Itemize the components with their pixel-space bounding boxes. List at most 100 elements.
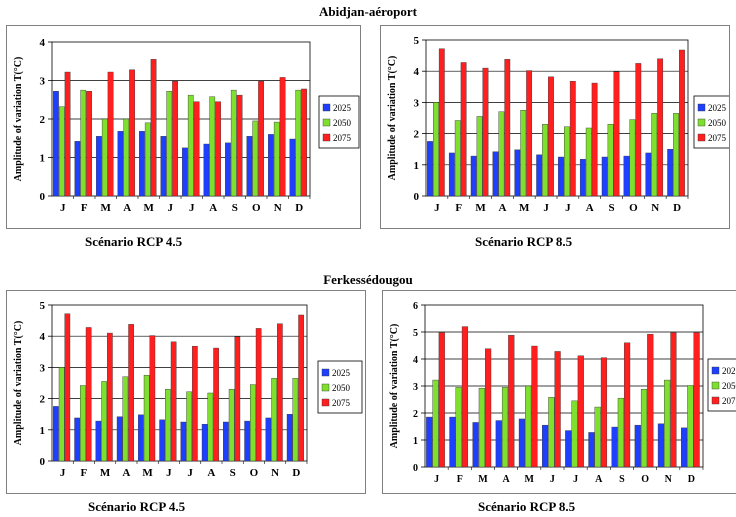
- y-tick-label: 1: [413, 436, 418, 447]
- station-title-ferkessedougou: Ferkessédougou: [323, 272, 413, 287]
- bar-2050: [123, 118, 130, 197]
- bar-2075: [693, 332, 700, 468]
- y-axis-label: Amplitude of variation T(°C): [13, 321, 24, 446]
- bar-2075: [215, 101, 221, 197]
- legend-label-2050: 2050: [333, 118, 352, 128]
- x-tick-label: O: [250, 467, 259, 479]
- legend-label-2075: 2075: [722, 396, 736, 406]
- bar-2025: [472, 422, 479, 468]
- y-tick-label: 4: [414, 66, 420, 78]
- x-tick-label: N: [271, 467, 279, 479]
- bar-2075: [635, 63, 642, 197]
- bar-2075: [438, 332, 445, 468]
- bar-2050: [501, 387, 509, 468]
- bar-2025: [286, 413, 293, 462]
- bar-2025: [160, 136, 167, 197]
- bar-2050: [250, 384, 256, 462]
- x-tick-label: J: [60, 467, 66, 479]
- bar-2025: [611, 426, 618, 468]
- bar-2050: [80, 385, 86, 462]
- bar-2075: [234, 336, 241, 462]
- x-tick-label: M: [144, 202, 155, 214]
- x-tick-label: D: [295, 202, 303, 214]
- bar-2050: [58, 106, 65, 197]
- bar-2025: [96, 136, 102, 197]
- x-tick-label: M: [525, 474, 535, 485]
- x-tick-label: S: [230, 467, 236, 479]
- bar-2050: [433, 102, 439, 197]
- legend-label-2050: 2050: [708, 118, 727, 128]
- bar-2075: [482, 67, 489, 197]
- bar-2025: [558, 156, 564, 197]
- x-tick-label: N: [651, 202, 659, 214]
- bar-2025: [623, 155, 630, 197]
- bar-2025: [139, 131, 145, 197]
- plot-area: [425, 39, 689, 197]
- bar-2025: [225, 142, 231, 197]
- x-tick-label: N: [274, 202, 282, 214]
- bar-2075: [64, 313, 71, 462]
- x-tick-label: O: [641, 474, 649, 485]
- bar-2075: [508, 335, 515, 468]
- bar-2075: [657, 58, 664, 197]
- x-tick-label: A: [498, 202, 506, 214]
- bar-2050: [292, 378, 299, 462]
- y-tick-label: 2: [40, 114, 46, 126]
- bar-2050: [58, 367, 65, 462]
- bar-2025: [667, 148, 674, 197]
- bar-2075: [150, 59, 157, 197]
- legend-swatch-2025: [321, 368, 330, 377]
- bar-2025: [681, 427, 688, 468]
- bar-2025: [657, 423, 665, 468]
- x-tick-label: J: [434, 202, 440, 214]
- legend-label-2025: 2025: [332, 368, 351, 378]
- bar-2050: [607, 124, 614, 197]
- bar-2050: [520, 109, 527, 197]
- bar-2075: [438, 48, 445, 197]
- bar-2050: [585, 127, 592, 197]
- bar-2050: [687, 385, 694, 468]
- y-tick-label: 5: [40, 300, 46, 312]
- legend-label-2075: 2075: [708, 133, 727, 143]
- y-tick-label: 0: [40, 456, 46, 468]
- bar-2050: [629, 119, 636, 197]
- bar-2025: [645, 152, 652, 197]
- chart-panel-ferke-rcp45: 0 1 2 3 4 5 Amplitude of variation T(°C) J F M A M J…: [6, 290, 366, 494]
- bar-2050: [187, 94, 194, 197]
- bar-2075: [64, 71, 71, 197]
- station-title-abidjan: Abidjan-aéroport: [319, 4, 417, 19]
- bar-2025: [53, 406, 59, 462]
- bar-2075: [526, 70, 533, 197]
- bar-2025: [588, 432, 595, 468]
- bar-2050: [101, 118, 108, 197]
- bar-2025: [182, 147, 188, 197]
- bar-2075: [554, 351, 561, 468]
- legend-label-2025: 2025: [333, 103, 352, 113]
- y-tick-label: 0: [40, 191, 46, 203]
- y-tick-label: 3: [413, 382, 418, 393]
- x-tick-label: A: [207, 467, 215, 479]
- bar-chart-ferke-rcp85: 0 1 2 3 4 5 6 Amplitude of variation T(°C) J F M A M…: [389, 301, 736, 485]
- bar-2075: [613, 71, 620, 197]
- bar-2025: [117, 131, 124, 197]
- bar-2075: [670, 332, 677, 468]
- y-tick-label: 5: [413, 328, 418, 339]
- bar-2050: [143, 374, 150, 462]
- bar-2050: [122, 376, 129, 462]
- x-tick-label: J: [166, 467, 172, 479]
- y-tick-label: 6: [413, 301, 418, 312]
- legend-swatch-2075: [697, 133, 706, 142]
- bar-2050: [564, 126, 570, 197]
- x-tick-label: O: [252, 202, 261, 214]
- bar-2075: [193, 101, 200, 197]
- legend-swatch-2075: [322, 133, 331, 142]
- y-tick-label: 4: [40, 331, 46, 343]
- bar-2025: [74, 417, 80, 462]
- bar-2075: [298, 314, 304, 462]
- y-tick-label: 5: [414, 35, 420, 47]
- x-tick-label: J: [434, 474, 439, 485]
- x-tick-label: J: [543, 202, 549, 214]
- caption-ferke-rcp85: Scénario RCP 8.5: [478, 499, 576, 514]
- bar-2025: [448, 152, 455, 197]
